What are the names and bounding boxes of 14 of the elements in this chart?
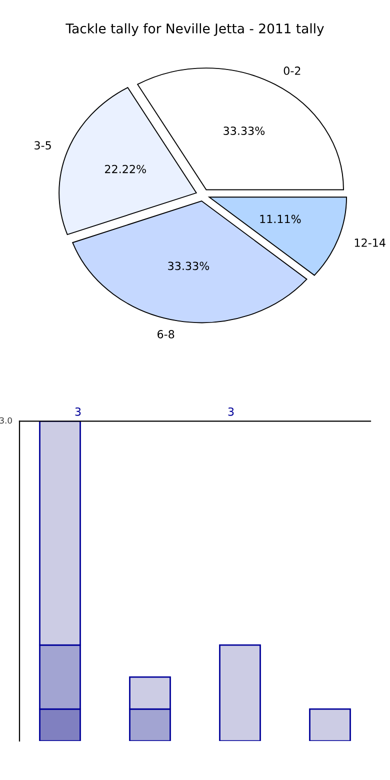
bar [219,644,261,741]
slice-label: 3-5 [34,141,51,150]
data-label: 33.33% [224,126,265,135]
text: 3.0 [0,417,12,424]
bar [309,708,351,741]
data-label: 11.11% [260,214,301,224]
text: 3 [75,407,81,416]
data-label: 22.22% [105,164,146,174]
slice-label: 6-8 [158,330,174,338]
text: 3 [228,407,234,416]
slice-label: 12-14 [354,238,386,247]
slice-label: 0-2 [284,66,300,75]
chart-title: Tackle tally for Neville Jetta - 2011 tally [66,23,324,36]
data-label: 33.33% [168,262,210,270]
